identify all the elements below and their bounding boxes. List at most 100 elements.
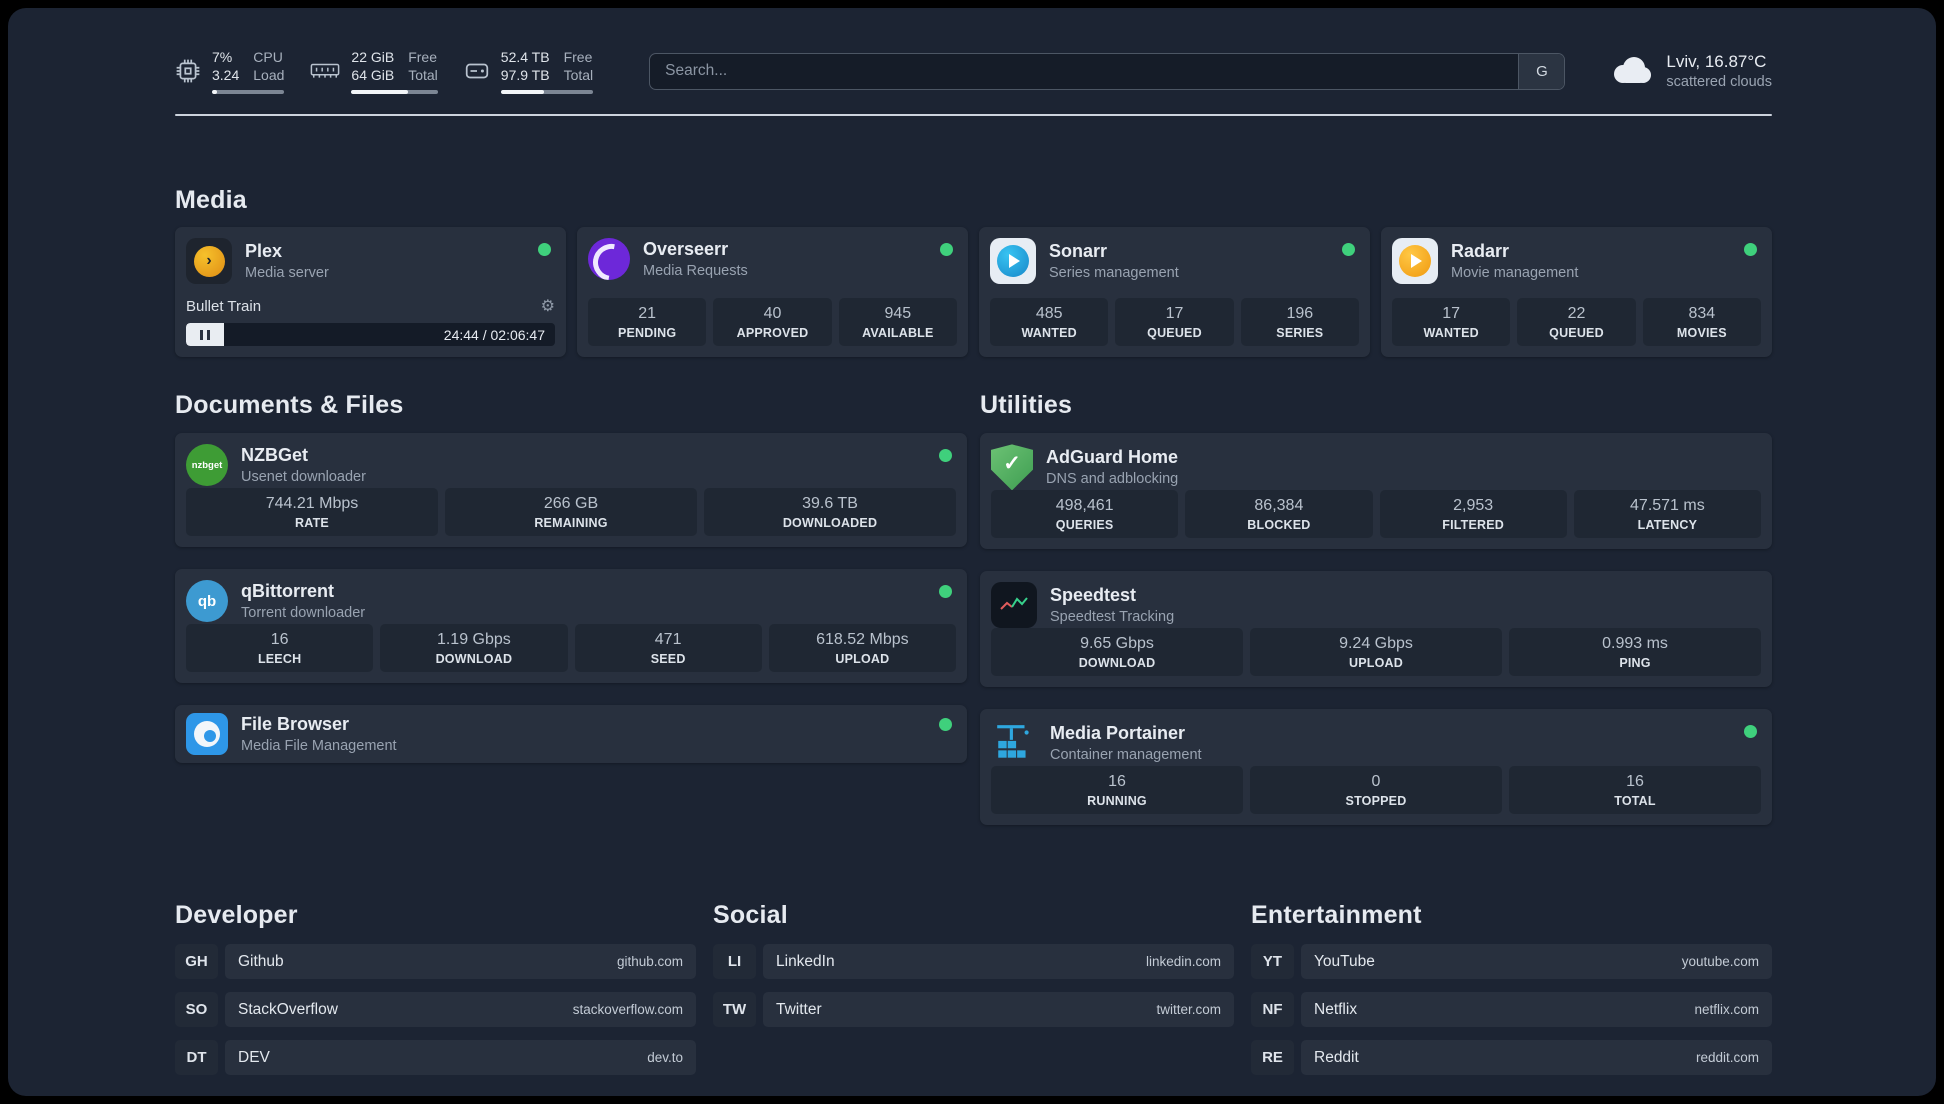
stat-label: UPLOAD xyxy=(835,652,890,667)
disk-progress-track xyxy=(500,90,594,95)
stat-queued: 17 QUEUED xyxy=(1115,298,1234,347)
bookmark-group-social: Social LI LinkedIn linkedin.com TW Twitt… xyxy=(713,901,1234,1088)
service-card-filebrowser[interactable]: File Browser Media File Management xyxy=(175,705,967,764)
service-name: Media Portainer xyxy=(1050,723,1186,744)
bookmark-group-developer: Developer GH Github github.com SO StackO… xyxy=(175,901,696,1088)
weather-condition: scattered clouds xyxy=(1666,74,1772,91)
service-card-nzbget[interactable]: nzbget NZBGet Usenet downloader 744.21 M… xyxy=(175,433,967,548)
radarr-icon xyxy=(1392,238,1438,285)
stat-label: BLOCKED xyxy=(1247,518,1311,533)
bookmark-url: linkedin.com xyxy=(1145,954,1221,970)
stat-movies: 834 MOVIES xyxy=(1642,298,1761,347)
service-card-adguard[interactable]: ✓ AdGuard Home DNS and adblocking 498,46… xyxy=(980,433,1772,550)
service-card-qbittorrent[interactable]: qb qBittorrent Torrent downloader 16 LEE… xyxy=(175,569,967,684)
status-dot xyxy=(1744,243,1757,257)
stat-value: 86,384 xyxy=(1254,497,1304,515)
service-card-radarr[interactable]: Radarr Movie management 17 WANTED 22 QUE… xyxy=(1381,227,1772,358)
stat-rate: 744.21 Mbps RATE xyxy=(186,488,438,537)
bookmark-link-linkedin[interactable]: LI LinkedIn linkedin.com xyxy=(713,944,1234,980)
stat-value: 945 xyxy=(884,305,912,323)
bookmark-link-twitter[interactable]: TW Twitter twitter.com xyxy=(713,992,1234,1028)
playback-progress-bar[interactable]: 24:44 / 02:06:47 xyxy=(186,323,555,347)
section-title-utilities: Utilities xyxy=(980,391,1073,420)
bookmark-abbr: DT xyxy=(175,1040,218,1076)
service-name: qBittorrent xyxy=(241,581,334,602)
stat-value: 834 xyxy=(1688,305,1716,323)
stat-value: 17 xyxy=(1165,305,1184,323)
search-provider-button[interactable]: G xyxy=(1518,53,1565,89)
overseerr-icon xyxy=(588,238,630,281)
cpu-usage-value: 7% xyxy=(212,49,233,65)
service-card-portainer[interactable]: Media Portainer Container management 16 … xyxy=(980,709,1772,826)
bookmark-name: StackOverflow xyxy=(238,1000,338,1018)
stat-value: 21 xyxy=(638,305,657,323)
service-card-speedtest[interactable]: Speedtest Speedtest Tracking 9.65 Gbps D… xyxy=(980,571,1772,688)
status-dot xyxy=(1342,243,1355,257)
now-playing-title: Bullet Train xyxy=(186,297,262,315)
plex-icon: › xyxy=(186,238,232,285)
stat-total: 16 TOTAL xyxy=(1509,766,1761,815)
disk-free-label: Free xyxy=(563,49,593,65)
stat-value: 266 GB xyxy=(543,495,599,513)
stat-remaining: 266 GB REMAINING xyxy=(445,488,697,537)
cpu-load-label: Load xyxy=(253,67,285,84)
bookmark-link-netflix[interactable]: NF Netflix netflix.com xyxy=(1251,992,1772,1028)
adguard-icon: ✓ xyxy=(991,444,1033,491)
cpu-progress-fill xyxy=(212,90,218,95)
plex-chevron-glyph: › xyxy=(193,245,225,277)
stat-label: TOTAL xyxy=(1614,794,1656,809)
service-name: NZBGet xyxy=(241,445,308,466)
bookmark-link-dev[interactable]: DT DEV dev.to xyxy=(175,1040,696,1076)
memory-widget: 22 GiB 64 GiB Free Total xyxy=(310,48,438,95)
bookmark-name: Reddit xyxy=(1314,1048,1359,1066)
stat-queued: 22 QUEUED xyxy=(1517,298,1636,347)
bookmark-name: LinkedIn xyxy=(776,952,835,970)
stat-label: DOWNLOAD xyxy=(435,652,513,667)
service-desc: DNS and adblocking xyxy=(1046,471,1179,488)
disk-icon xyxy=(464,58,490,84)
portainer-icon xyxy=(991,720,1037,766)
stat-value: 0.993 ms xyxy=(1602,635,1668,653)
stat-label: DOWNLOADED xyxy=(782,516,878,531)
weather-widget[interactable]: Lviv, 16.87°C scattered clouds xyxy=(1609,52,1772,90)
bookmark-url: youtube.com xyxy=(1681,954,1759,970)
status-dot xyxy=(940,243,953,257)
memory-progress-fill xyxy=(351,90,409,95)
service-desc: Movie management xyxy=(1451,265,1579,282)
service-desc: Series management xyxy=(1049,265,1179,282)
stat-value: 485 xyxy=(1035,305,1063,323)
bookmark-url: reddit.com xyxy=(1695,1050,1759,1066)
bookmark-link-github[interactable]: GH Github github.com xyxy=(175,944,696,980)
service-card-overseerr[interactable]: Overseerr Media Requests 21 PENDING 40 A… xyxy=(577,227,968,358)
gear-icon[interactable]: ⚙ xyxy=(540,298,555,316)
service-card-plex[interactable]: › Plex Media server Bullet Train ⚙ 24:44… xyxy=(175,227,566,358)
bookmark-name: DEV xyxy=(238,1048,270,1066)
stat-label: QUERIES xyxy=(1055,518,1114,533)
bookmark-link-youtube[interactable]: YT YouTube youtube.com xyxy=(1251,944,1772,980)
stat-pending: 21 PENDING xyxy=(588,298,707,347)
bookmark-link-reddit[interactable]: RE Reddit reddit.com xyxy=(1251,1040,1772,1076)
memory-icon xyxy=(310,59,340,83)
stat-upload: 9.24 Gbps UPLOAD xyxy=(1250,628,1502,677)
bookmark-url: stackoverflow.com xyxy=(572,1002,683,1018)
stat-label: DOWNLOAD xyxy=(1078,656,1156,671)
bookmark-url: github.com xyxy=(616,954,683,970)
service-card-sonarr[interactable]: Sonarr Series management 485 WANTED 17 Q… xyxy=(979,227,1370,358)
pause-button[interactable] xyxy=(186,323,224,347)
search-bar: G xyxy=(649,52,1566,90)
stat-value: 618.52 Mbps xyxy=(816,631,909,649)
stat-value: 498,461 xyxy=(1055,497,1114,515)
bookmark-link-stackoverflow[interactable]: SO StackOverflow stackoverflow.com xyxy=(175,992,696,1028)
status-dot xyxy=(1744,725,1757,739)
cpu-progress-track xyxy=(212,90,285,95)
memory-free-label: Free xyxy=(408,49,438,65)
stat-filtered: 2,953 FILTERED xyxy=(1379,490,1567,539)
stat-value: 16 xyxy=(1626,773,1644,791)
stat-value: 196 xyxy=(1286,305,1314,323)
stat-label: STOPPED xyxy=(1345,794,1407,809)
stat-label: MOVIES xyxy=(1676,326,1727,341)
stat-label: PENDING xyxy=(617,326,677,341)
search-input[interactable] xyxy=(650,53,1519,89)
stat-label: RATE xyxy=(295,516,329,531)
service-name: File Browser xyxy=(241,714,350,735)
